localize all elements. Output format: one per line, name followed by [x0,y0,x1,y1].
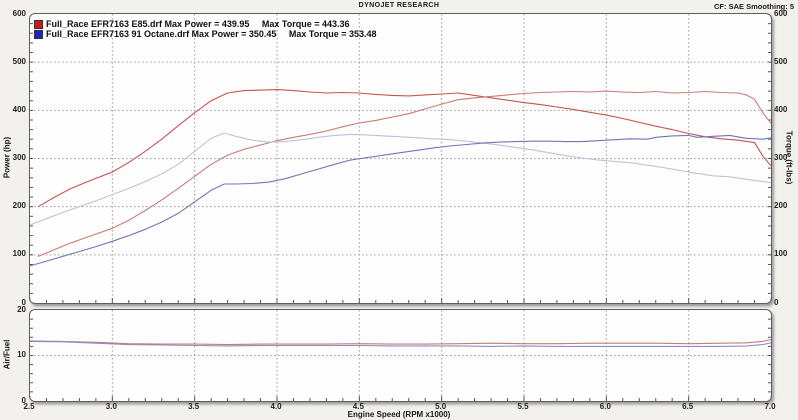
main-y-tick-left: 0 [21,297,26,307]
power-axis-title: Power (hp) [2,136,12,179]
x-tick: 3.5 [188,402,200,411]
af-y-tick-left: 20 [17,304,26,314]
legend-entry-text: Full_Race EFR7163 91 Octane.drf Max Powe… [46,29,377,39]
legend-entry-1: Full_Race EFR7163 91 Octane.drf Max Powe… [34,29,377,39]
main-y-tick-left: 300 [12,153,26,162]
curve-e85-power [37,90,771,257]
main-y-tick-right: 200 [774,201,788,211]
af-y-tick-left: 0 [21,395,26,405]
main-y-tick-right: 100 [774,249,788,259]
main-y-tick-right: 500 [774,56,788,66]
curve-91oct-torque [30,132,771,226]
torque-axis-title: Torque (ft-lbs) [784,130,794,185]
legend-swatch-icon [34,20,43,29]
air-fuel-plot [30,310,771,401]
curve-e85-airfuel [30,339,771,346]
x-tick: 5.0 [435,402,447,411]
main-y-tick-right: 300 [774,153,788,162]
legend-entry-0: Full_Race EFR7163 E85.drf Max Power = 43… [34,19,377,29]
main-y-tick-right: 0 [774,297,779,307]
main-y-tick-left: 500 [12,56,26,66]
main-y-tick-left: 600 [12,8,26,18]
x-tick: 2.5 [23,402,35,411]
air-fuel-axis-title: Air/Fuel [2,339,12,370]
engine-speed-axis-title: Engine Speed (RPM x1000) [347,410,451,419]
legend-swatch-icon [34,30,43,39]
legend: Full_Race EFR7163 E85.drf Max Power = 43… [34,19,377,39]
main-y-tick-left: 200 [12,201,26,211]
main-y-tick-left: 400 [12,104,26,114]
air-fuel-panel [29,309,772,402]
x-tick: 6.0 [599,402,611,411]
x-tick: 5.5 [517,402,529,411]
main-y-tick-left: 100 [12,249,26,259]
power-torque-panel: Full_Race EFR7163 E85.drf Max Power = 43… [29,13,772,304]
main-y-tick-right: 400 [774,104,788,114]
correction-smoothing-note: CF: SAE Smoothing: 5 [714,2,794,11]
x-tick: 6.5 [682,402,694,411]
curve-e85-torque [37,89,771,208]
x-tick: 3.0 [105,402,117,411]
curve-91oct-power [30,134,771,267]
power-torque-plot [30,14,771,303]
af-y-tick-left: 10 [17,350,26,359]
curve-91oct-airfuel [30,340,771,347]
x-tick: 4.5 [352,402,364,411]
x-tick: 4.0 [270,402,282,411]
main-y-tick-right: 600 [774,8,788,18]
x-tick: 7.0 [764,402,776,411]
legend-entry-text: Full_Race EFR7163 E85.drf Max Power = 43… [46,19,350,29]
page-title: DYNOJET RESEARCH [358,2,440,9]
